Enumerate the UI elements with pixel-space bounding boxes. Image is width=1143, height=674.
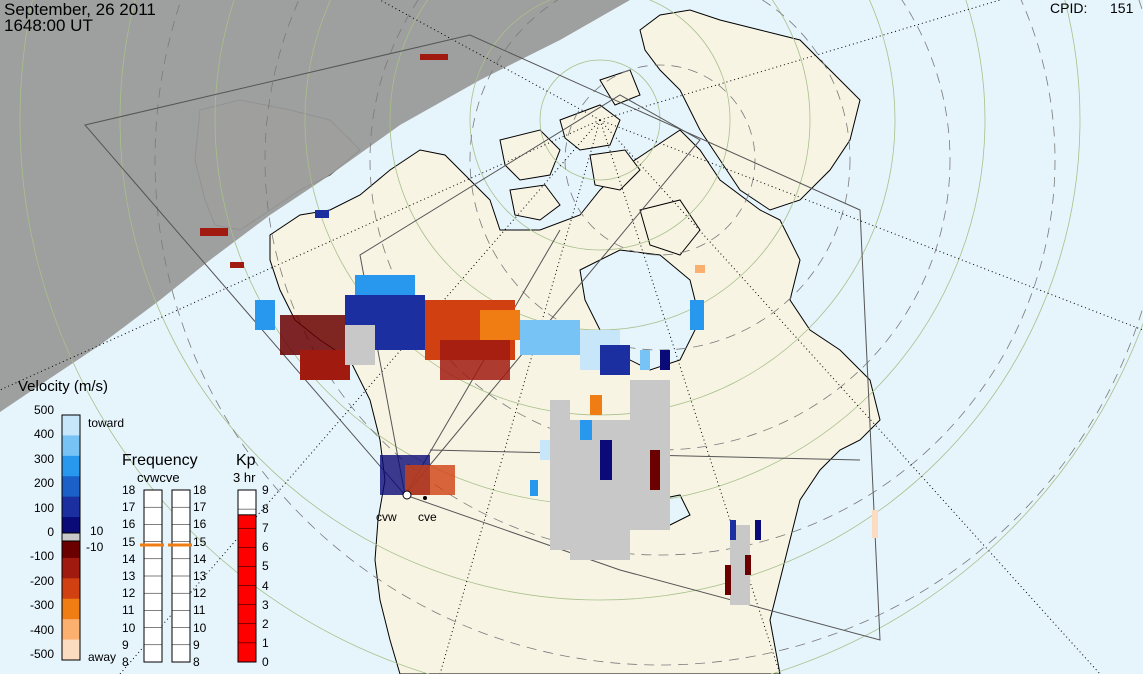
frequency-tick-label-left: 17	[122, 500, 136, 515]
velocity-tick-label: -500	[29, 647, 54, 661]
kp-tick-label: 5	[262, 559, 269, 574]
frequency-tick-label-left: 9	[122, 637, 129, 652]
velocity-away-label: away	[88, 650, 117, 664]
velocity-toward-label: toward	[88, 416, 125, 430]
radar-label-cvw: cvw	[376, 510, 397, 524]
velocity-ground-scatter-swatch	[61, 532, 81, 542]
frequency-tick-label-right: 8	[193, 655, 200, 669]
kp-tick-label: 0	[262, 655, 269, 669]
kp-tick-label: 2	[262, 616, 269, 631]
velocity-tick-label: -400	[29, 622, 54, 637]
radar-site-cvw	[402, 490, 412, 500]
radar-site-cve	[423, 496, 427, 500]
velocity-color-step	[62, 496, 80, 518]
velocity-color-step	[62, 619, 80, 641]
time-label: 1648:00 UT	[4, 16, 93, 35]
kp-tick-label: 9	[262, 483, 269, 497]
kp-tick-label: 6	[262, 540, 269, 555]
velocity-color-step	[62, 578, 80, 600]
velocity-tick-label: 200	[33, 476, 54, 491]
frequency-grid	[144, 489, 190, 663]
frequency-title: Frequency	[122, 452, 198, 469]
frequency-tick-label-right: 13	[193, 569, 207, 583]
kp-tick-label: 3	[262, 597, 269, 612]
kp-tick-label: 8	[262, 502, 269, 517]
velocity-tick-label: 300	[33, 451, 54, 466]
kp-tick-label: 4	[262, 578, 269, 593]
frequency-tick-label-right: 10	[193, 620, 207, 635]
velocity-color-step	[62, 537, 80, 559]
velocity-color-step	[62, 639, 80, 661]
land	[194, 9, 881, 674]
frequency-tick-label-right: 12	[193, 586, 207, 601]
velocity-color-step	[62, 455, 80, 477]
velocity-colorbar-frame	[61, 414, 81, 661]
velocity-colorbar	[61, 414, 81, 661]
frequency-tick-label-left: 13	[122, 569, 136, 583]
frequency-tick-label-right: 9	[193, 637, 200, 652]
velocity-color-step	[62, 598, 80, 620]
night-region	[0, 0, 630, 412]
velocity-tick-label: -200	[29, 573, 54, 588]
radar-sites	[402, 490, 427, 500]
frequency-tick-label-left: 10	[122, 620, 136, 635]
kp-title: Kp	[236, 452, 256, 469]
velocity-color-step	[62, 435, 80, 457]
kp-bar-fill	[237, 514, 257, 663]
frequency-tick-label-right: 11	[193, 603, 206, 618]
cpid-label: CPID:	[1050, 0, 1088, 16]
velocity-gs-upper: 10	[90, 524, 104, 538]
velocity-color-step	[62, 557, 80, 579]
frequency-tick-label-left: 18	[122, 483, 136, 497]
frequency-tick-label-left: 16	[122, 517, 136, 532]
frequency-tick-label-left: 15	[122, 534, 136, 549]
velocity-tick-label: 400	[33, 427, 54, 442]
frequency-tick-label-right: 17	[193, 500, 207, 515]
velocity-title: Velocity (m/s)	[18, 378, 109, 395]
velocity-gs-lower: -10	[86, 540, 104, 554]
kp-tick-label: 1	[262, 635, 269, 650]
velocity-color-step	[62, 415, 80, 436]
frequency-tick-label-right: 14	[193, 551, 207, 566]
frequency-tick-label-right: 18	[193, 483, 207, 497]
velocity-tick-label: 500	[33, 403, 54, 417]
frequency-tick-label-left: 12	[122, 586, 136, 601]
velocity-tick-label: 100	[33, 500, 54, 515]
kp-tick-label: 7	[262, 521, 269, 536]
frequency-tick-label-left: 8	[122, 655, 129, 669]
frequency-tick-label-left: 11	[122, 603, 135, 618]
frequency-tick-label-left: 14	[122, 551, 136, 566]
radar-label-cve: cve	[418, 510, 437, 524]
velocity-color-step	[62, 476, 80, 498]
kp-subtitle: 3 hr	[233, 470, 256, 485]
frequency-subtitle: cvwcve	[137, 470, 180, 485]
velocity-tick-label: -100	[29, 549, 54, 564]
kp-grid	[238, 489, 256, 663]
frequency-tick-label-right: 15	[193, 534, 207, 549]
velocity-cells	[200, 54, 878, 605]
cpid-value: 151	[1110, 0, 1134, 16]
velocity-tick-label: -300	[29, 598, 54, 613]
frequency-tick-label-right: 16	[193, 517, 207, 532]
velocity-tick-label: 0	[47, 525, 54, 539]
date-label: September, 26 2011	[4, 0, 156, 19]
